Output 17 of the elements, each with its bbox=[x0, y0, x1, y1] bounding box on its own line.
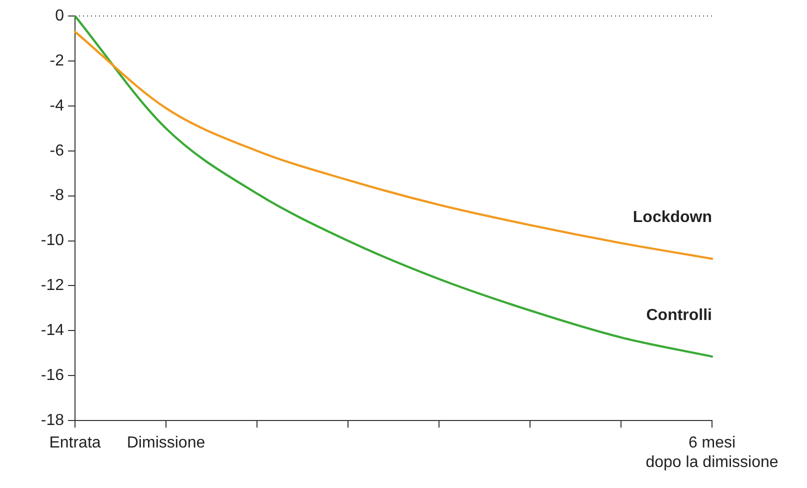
y-tick-label: 0 bbox=[55, 7, 64, 24]
y-tick-label: -4 bbox=[50, 97, 64, 114]
line-series bbox=[74, 30, 714, 260]
y-tick-label: -8 bbox=[50, 187, 64, 204]
x-tick-label: Dimissione bbox=[126, 434, 206, 452]
series-label: Controlli bbox=[646, 306, 712, 324]
y-tick-label: -18 bbox=[40, 412, 64, 430]
y-tick-label: -12 bbox=[40, 277, 64, 294]
y-tick-label: -14 bbox=[40, 322, 64, 340]
y-tick-label: -6 bbox=[50, 142, 64, 160]
y-tick-label: -2 bbox=[50, 52, 64, 70]
y-tick-label: -16 bbox=[40, 367, 64, 384]
x-tick-label: 6 mesi dopo la dimissione bbox=[646, 434, 778, 471]
y-tick-label: -10 bbox=[40, 232, 64, 250]
x-tick-label: Entrata bbox=[49, 434, 101, 452]
line-series bbox=[74, 16, 714, 358]
series-label: Lockdown bbox=[632, 209, 712, 226]
